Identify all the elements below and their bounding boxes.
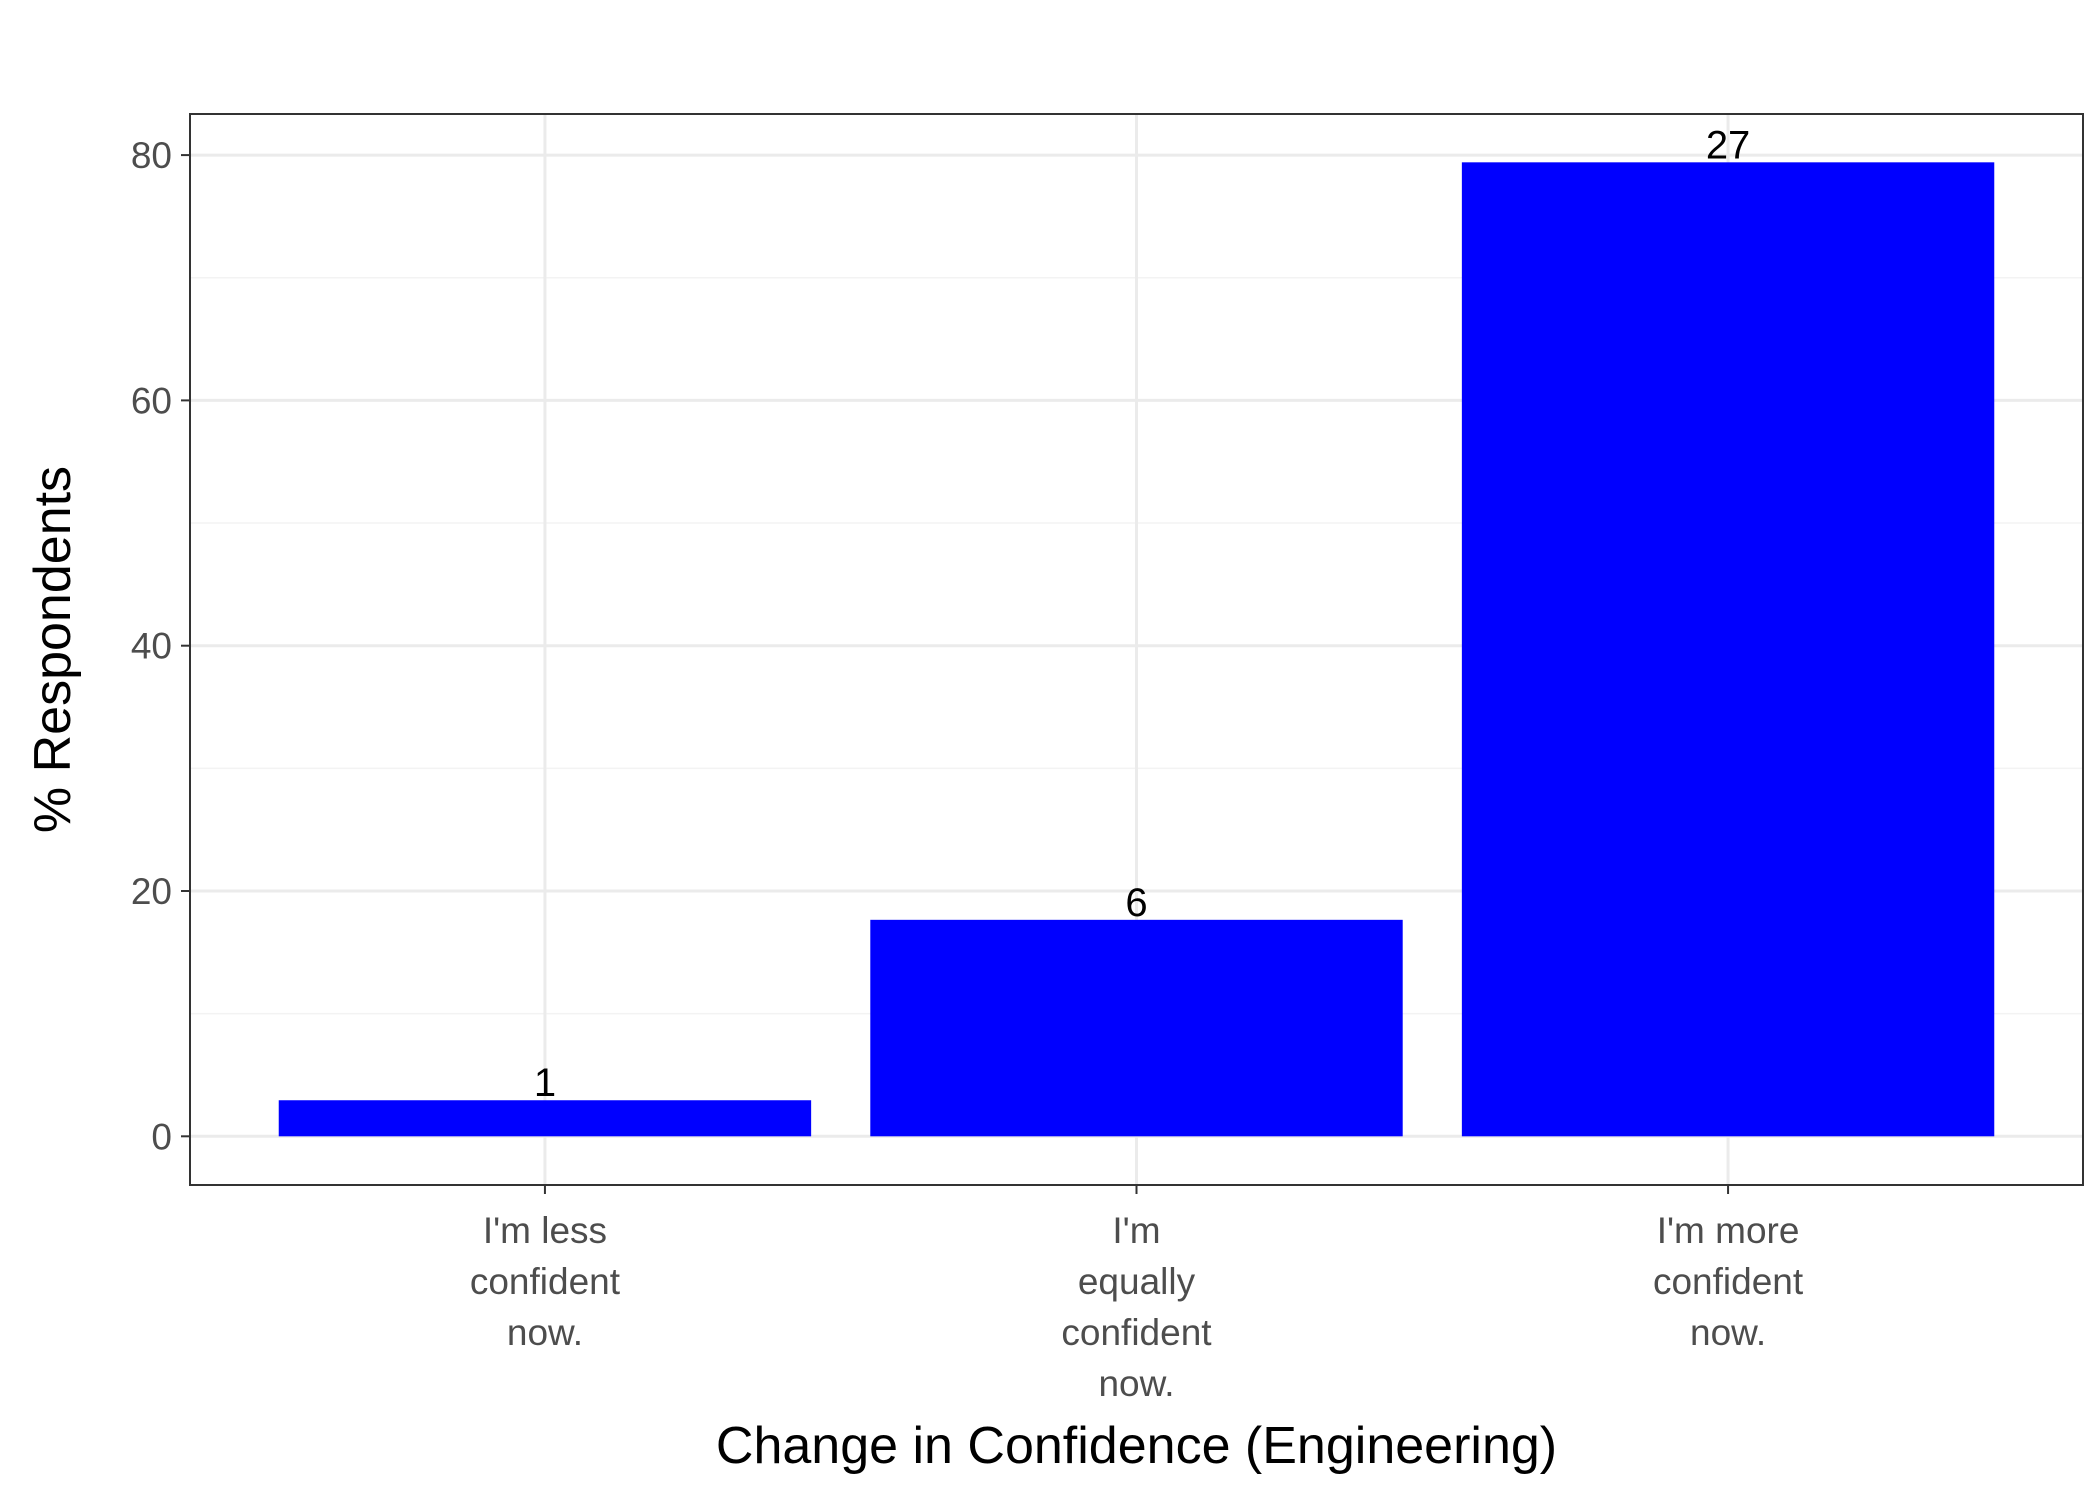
bar — [278, 1100, 812, 1137]
y-tick-label: 60 — [131, 380, 172, 421]
bar — [870, 919, 1403, 1137]
bar-data-label: 1 — [534, 1061, 556, 1105]
y-tick-label: 40 — [131, 626, 172, 667]
bar-data-label: 6 — [1125, 881, 1147, 925]
y-tick-label: 0 — [151, 1116, 172, 1157]
y-tick-label: 20 — [131, 871, 172, 912]
x-tick-label: I'm equally confident now. — [1061, 1210, 1212, 1404]
x-tick-label: I'm less confident now. — [470, 1210, 621, 1353]
y-axis-title: % Respondents — [24, 466, 82, 833]
bars — [278, 162, 1995, 1137]
x-axis-title: Change in Confidence (Engineering) — [716, 1417, 1557, 1475]
x-axis: I'm less confident now. I'm equally confident… — [470, 1185, 1804, 1404]
bar-data-label: 27 — [1706, 123, 1751, 167]
y-axis: 0 20 40 60 80 — [131, 135, 190, 1157]
y-tick-label: 80 — [131, 135, 172, 176]
bar — [1461, 162, 1995, 1137]
x-tick-label: I'm more confident now. — [1653, 1210, 1804, 1353]
